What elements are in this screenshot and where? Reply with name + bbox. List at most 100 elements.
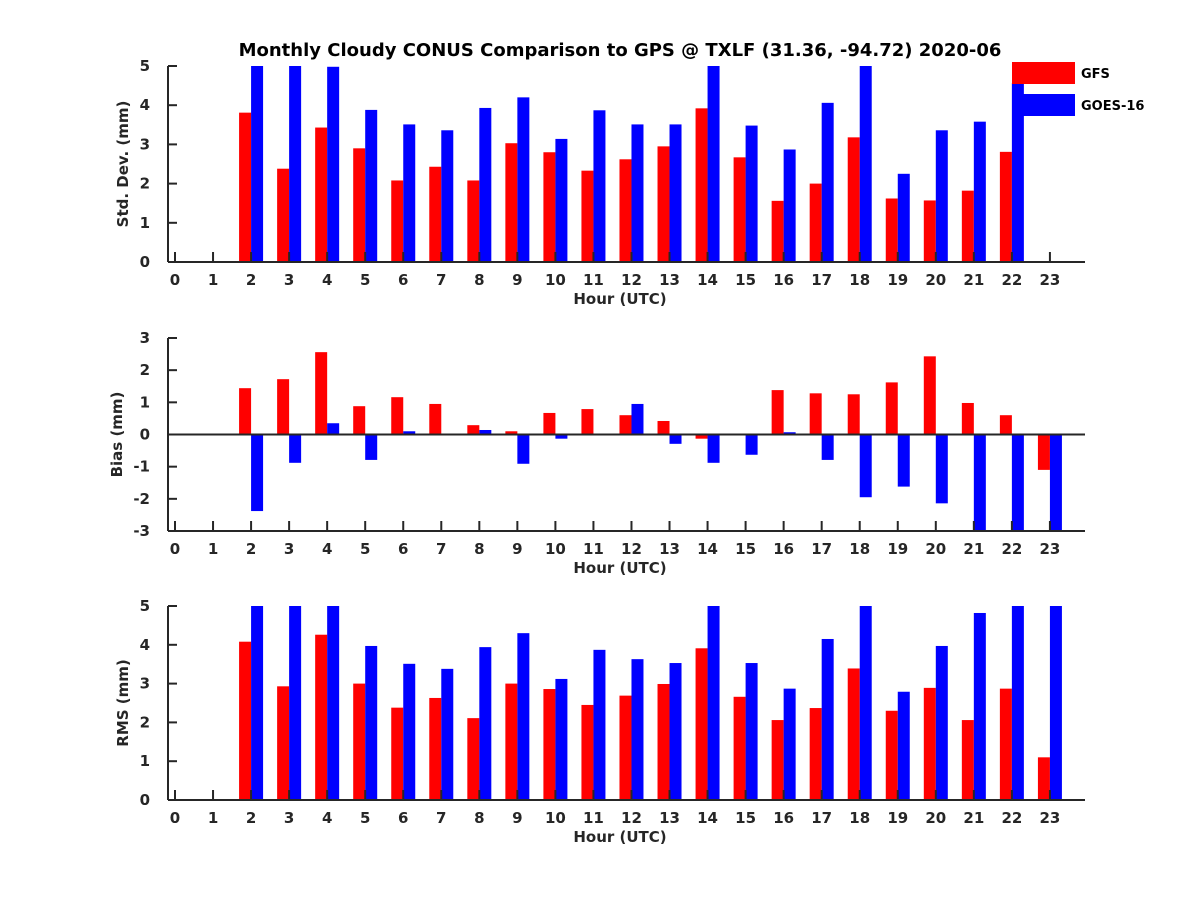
y-tick-label: 1	[140, 393, 150, 411]
x-tick-label: 19	[887, 540, 908, 558]
x-tick-label: 6	[398, 271, 408, 289]
bar-gfs-4	[315, 634, 328, 800]
bar-goes-16-17	[821, 102, 834, 263]
x-tick-label: 20	[925, 271, 946, 289]
x-tick-label: 14	[697, 809, 718, 827]
bar-gfs-19	[885, 382, 898, 435]
bar-gfs-16	[771, 390, 784, 435]
x-tick-label: 1	[208, 271, 218, 289]
x-tick-label: 4	[322, 540, 332, 558]
x-tick-label: 22	[1001, 271, 1022, 289]
x-tick-label: 11	[583, 809, 604, 827]
bar-goes-16-16	[783, 688, 796, 800]
bar-goes-16-15	[745, 434, 758, 455]
x-tick-label: 22	[1001, 809, 1022, 827]
x-tick-label: 21	[963, 540, 984, 558]
bar-goes-16-20	[935, 130, 948, 262]
x-tick-label: 8	[474, 540, 484, 558]
legend-swatch-gfs	[1012, 62, 1075, 84]
bar-goes-16-15	[745, 125, 758, 262]
x-tick-label: 11	[583, 540, 604, 558]
bar-gfs-19	[885, 710, 898, 800]
x-tick-label: 1	[208, 540, 218, 558]
bar-goes-16-4	[327, 66, 340, 262]
bar-goes-16-5	[365, 434, 378, 460]
bar-goes-16-23	[1049, 606, 1062, 800]
y-tick-label: 0	[140, 791, 150, 809]
bar-gfs-10	[543, 689, 556, 800]
x-tick-label: 0	[170, 540, 180, 558]
x-tick-label: 5	[360, 809, 370, 827]
bar-goes-16-10	[555, 678, 568, 800]
x-tick-label: 9	[512, 809, 522, 827]
bar-gfs-11	[581, 170, 594, 262]
bar-goes-16-17	[821, 638, 834, 800]
bar-goes-16-19	[897, 434, 910, 487]
bar-gfs-4	[315, 352, 328, 435]
bar-goes-16-21	[973, 121, 986, 262]
bar-gfs-11	[581, 409, 594, 435]
bar-goes-16-17	[821, 434, 834, 460]
bar-goes-16-12	[631, 124, 644, 263]
bar-goes-16-6	[403, 663, 416, 800]
bar-gfs-11	[581, 704, 594, 800]
bar-goes-16-10	[555, 434, 568, 439]
bar-goes-16-12	[631, 659, 644, 800]
bar-gfs-19	[885, 198, 898, 262]
bar-gfs-7	[429, 166, 442, 262]
x-tick-label: 19	[887, 809, 908, 827]
bar-goes-16-8	[479, 647, 492, 800]
y-tick-label: 5	[140, 57, 150, 75]
y-tick-label: 0	[140, 253, 150, 271]
bar-gfs-14	[695, 108, 708, 262]
bar-gfs-5	[353, 148, 366, 262]
bar-gfs-13	[657, 146, 670, 262]
bar-gfs-7	[429, 403, 442, 435]
x-tick-label: 3	[284, 540, 294, 558]
y-tick-label: 4	[140, 636, 150, 654]
x-tick-label: 7	[436, 809, 446, 827]
y-tick-label: 3	[140, 135, 150, 153]
x-tick-label: 14	[697, 540, 718, 558]
bar-gfs-2	[239, 112, 252, 262]
bar-goes-16-6	[403, 124, 416, 263]
x-tick-label: 10	[545, 271, 566, 289]
x-tick-label: 12	[621, 809, 642, 827]
bar-gfs-3	[277, 379, 290, 435]
x-tick-label: 0	[170, 809, 180, 827]
bar-goes-16-2	[251, 434, 264, 512]
bar-goes-16-4	[327, 606, 340, 800]
bar-gfs-8	[467, 425, 480, 435]
bar-gfs-12	[619, 159, 632, 262]
x-axis-label: Hour (UTC)	[573, 290, 666, 308]
bar-goes-16-10	[555, 138, 568, 262]
x-tick-label: 23	[1039, 809, 1060, 827]
y-tick-label: 2	[140, 713, 150, 731]
x-tick-label: 22	[1001, 540, 1022, 558]
x-tick-label: 13	[659, 809, 680, 827]
bar-goes-16-21	[973, 434, 986, 531]
y-tick-label: -1	[133, 458, 150, 476]
y-axis-label: Std. Dev. (mm)	[114, 101, 132, 228]
x-tick-label: 13	[659, 271, 680, 289]
bar-gfs-21	[961, 402, 974, 435]
x-tick-label: 7	[436, 271, 446, 289]
bar-gfs-22	[999, 151, 1012, 262]
bar-goes-16-7	[441, 130, 454, 262]
bar-goes-16-13	[669, 124, 682, 263]
x-tick-label: 9	[512, 540, 522, 558]
x-tick-label: 17	[811, 540, 832, 558]
bar-gfs-12	[619, 415, 632, 435]
y-axis-label: Bias (mm)	[108, 392, 126, 478]
bar-goes-16-11	[593, 649, 606, 800]
bar-gfs-20	[923, 687, 936, 800]
bar-goes-16-9	[517, 633, 530, 800]
y-tick-label: 1	[140, 752, 150, 770]
x-tick-label: 18	[849, 540, 870, 558]
bar-gfs-6	[391, 180, 404, 262]
bar-gfs-18	[847, 394, 860, 435]
bar-gfs-2	[239, 641, 252, 800]
bar-goes-16-2	[251, 66, 264, 262]
